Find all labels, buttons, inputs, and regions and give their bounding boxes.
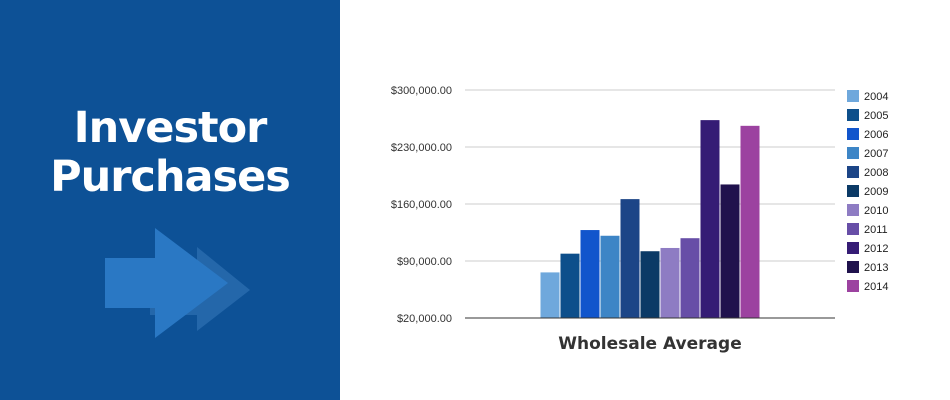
legend-label-2010: 2010	[864, 205, 888, 217]
legend-swatch-2004	[847, 90, 859, 102]
legend-label-2009: 2009	[864, 186, 888, 198]
legend-swatch-2008	[847, 166, 859, 178]
legend-label-2008: 2008	[864, 167, 888, 179]
bar-2011	[680, 238, 700, 318]
y-tick-label: $160,000.00	[391, 199, 452, 211]
y-tick-label: $300,000.00	[391, 85, 452, 97]
legend-swatch-2006	[847, 128, 859, 140]
bar-chart: $20,000.00 $90,000.00 $160,000.00 $230,000.…	[391, 85, 889, 354]
legend-swatch-2013	[847, 261, 859, 273]
bar-2008	[620, 199, 640, 318]
bar-2009	[640, 251, 660, 318]
page-title: Investor Purchases	[0, 104, 340, 202]
legend-label-2007: 2007	[864, 148, 888, 160]
bar-2007	[600, 235, 620, 318]
bar-2005	[560, 253, 580, 318]
y-tick-label: $90,000.00	[397, 256, 452, 268]
bar-2014	[740, 125, 760, 318]
legend-swatch-2009	[847, 185, 859, 197]
bar-2010	[660, 247, 680, 318]
legend-label-2013: 2013	[864, 262, 888, 274]
bar-2006	[580, 230, 600, 318]
chart-bars	[540, 120, 760, 318]
title-line-2: Purchases	[50, 152, 291, 202]
legend-label-2014: 2014	[864, 281, 888, 293]
y-tick-label: $230,000.00	[391, 142, 452, 154]
legend-swatch-2014	[847, 280, 859, 292]
bar-2012	[700, 120, 720, 318]
double-right-arrow-icon	[100, 225, 260, 345]
legend-swatch-2010	[847, 204, 859, 216]
bar-2013	[720, 184, 740, 318]
title-line-1: Investor	[73, 103, 268, 153]
legend-label-2006: 2006	[864, 129, 888, 141]
legend-swatch-2007	[847, 147, 859, 159]
x-axis-label: Wholesale Average	[558, 334, 741, 354]
y-axis-ticks: $20,000.00 $90,000.00 $160,000.00 $230,000.…	[391, 85, 452, 325]
y-tick-label: $20,000.00	[397, 313, 452, 325]
left-banner-panel: Investor Purchases	[0, 0, 340, 400]
legend-swatch-2005	[847, 109, 859, 121]
legend-label-2012: 2012	[864, 243, 888, 255]
legend-swatch-2012	[847, 242, 859, 254]
chart-legend: 2004 2005 2006 2007 2008 2009 2010 2011 2012 2013…	[847, 90, 888, 293]
chart-gridlines	[465, 89, 835, 262]
legend-label-2005: 2005	[864, 110, 888, 122]
legend-swatch-2011	[847, 223, 859, 235]
legend-label-2004: 2004	[864, 91, 888, 103]
bar-2004	[540, 272, 560, 318]
legend-label-2011: 2011	[864, 224, 888, 236]
chart-area: $20,000.00 $90,000.00 $160,000.00 $230,000.…	[340, 0, 950, 400]
